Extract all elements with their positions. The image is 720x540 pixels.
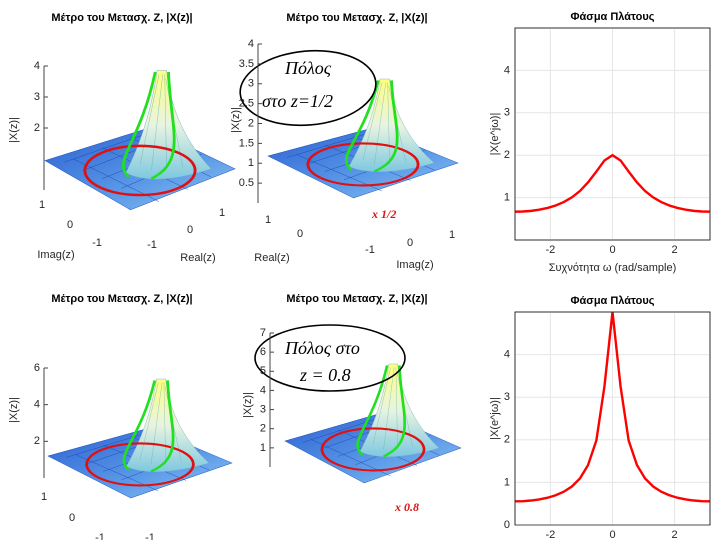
y-tick-label: 0: [67, 219, 73, 231]
x-tick-label: 0: [609, 529, 615, 540]
y-tick-label: 0: [407, 237, 413, 249]
y-axis-label: |X(e^jω)|: [489, 113, 501, 156]
x-tick-label: 2: [672, 244, 678, 256]
chart-title: Μέτρο του Μετασχ. Z, |X(z)|: [51, 12, 192, 24]
annotation: στο z=1/2: [262, 91, 333, 111]
x-tick-label: 0: [297, 228, 303, 240]
z-tick-label: 2.5: [239, 98, 254, 110]
x-tick-label: 2: [672, 529, 678, 540]
z-tick-label: 4: [260, 384, 266, 396]
x-tick-label: -1: [145, 532, 155, 540]
chart-title: Μέτρο του Μετασχ. Z, |X(z)|: [51, 293, 192, 305]
y-tick-label: 1: [504, 192, 510, 204]
z-tick-label: 3: [260, 403, 266, 415]
z-tick-label: 4: [248, 38, 254, 50]
annotation: Πόλος στο: [284, 338, 360, 358]
y-tick-label: 2: [504, 434, 510, 446]
z-tick-label: 4: [34, 399, 40, 411]
y-tick-label: 2: [504, 149, 510, 161]
z-tick-label: 3: [34, 91, 40, 103]
z-tick-label: 1.5: [239, 137, 254, 149]
x-axis-label: Συχνότητα ω (rad/sample): [549, 262, 677, 274]
y-tick-label: -1: [95, 532, 105, 540]
handwritten-circle: [254, 324, 406, 392]
z-tick-label: 2: [34, 435, 40, 447]
z-tick-label: 2: [248, 117, 254, 129]
x-axis-label: Real(z): [254, 252, 289, 264]
y-tick-label: -1: [92, 237, 102, 249]
z-axis-label: |X(z)|: [8, 397, 20, 423]
z-tick-label: 0.5: [239, 177, 254, 189]
annotation: Πόλος: [284, 58, 332, 78]
chart-title: Μέτρο του Μετασχ. Z, |X(z)|: [286, 12, 427, 24]
spectrum-line: [514, 153, 711, 213]
chart-title: Φάσμα Πλάτους: [571, 295, 655, 307]
surface: [46, 377, 234, 500]
y-tick-label: 0: [69, 512, 75, 524]
x-tick-label: 0: [187, 224, 193, 236]
x-tick-label: 1: [219, 207, 225, 219]
y-tick-label: 4: [504, 349, 510, 361]
x-tick-label: -1: [147, 239, 157, 251]
y-tick-label: 1: [39, 199, 45, 211]
chart-title: Φάσμα Πλάτους: [571, 11, 655, 23]
x-axis-label: Real(z): [180, 252, 215, 264]
plot-frame: [514, 311, 711, 526]
z-axis-label: |X(z)|: [8, 117, 20, 143]
y-tick-label: -1: [365, 244, 375, 256]
x-tick-label: -2: [546, 244, 556, 256]
z-tick-label: 6: [260, 346, 266, 358]
x-tick-label: 0: [609, 244, 615, 256]
z-tick-label: 4: [34, 60, 40, 72]
annotation: x 0.8: [394, 500, 419, 514]
z-tick-label: 1: [260, 442, 266, 454]
z-tick-label: 2: [260, 423, 266, 435]
z-tick-label: 5: [260, 365, 266, 377]
annotation: z = 0.8: [299, 365, 351, 385]
y-axis-label: Imag(z): [37, 249, 74, 261]
z-tick-label: 6: [34, 362, 40, 374]
plot-frame: [514, 27, 711, 241]
y-tick-label: 4: [504, 64, 510, 76]
z-tick-label: 3: [248, 78, 254, 90]
x-tick-label: -2: [546, 529, 556, 540]
handwritten-circle: [239, 49, 377, 127]
z-axis-label: |X(z)|: [230, 107, 242, 133]
y-tick-label: 3: [504, 391, 510, 403]
y-tick-label: 1: [504, 476, 510, 488]
y-tick-label: 0: [504, 519, 510, 531]
y-axis-label: |X(e^jω)|: [489, 397, 501, 440]
z-tick-label: 7: [260, 327, 266, 339]
z-tick-label: 1: [248, 157, 254, 169]
z-axis-label: |X(z)|: [242, 392, 254, 418]
z-tick-label: 2: [34, 122, 40, 134]
y-tick-label: 1: [41, 491, 47, 503]
y-axis-label: Imag(z): [396, 259, 433, 271]
z-tick-label: 3.5: [239, 58, 254, 70]
chart-title: Μέτρο του Μετασχ. Z, |X(z)|: [286, 293, 427, 305]
x-tick-label: 1: [265, 214, 271, 226]
y-tick-label: 1: [449, 229, 455, 241]
surface: [43, 68, 237, 212]
y-tick-label: 3: [504, 107, 510, 119]
annotation: x 1/2: [371, 207, 396, 221]
